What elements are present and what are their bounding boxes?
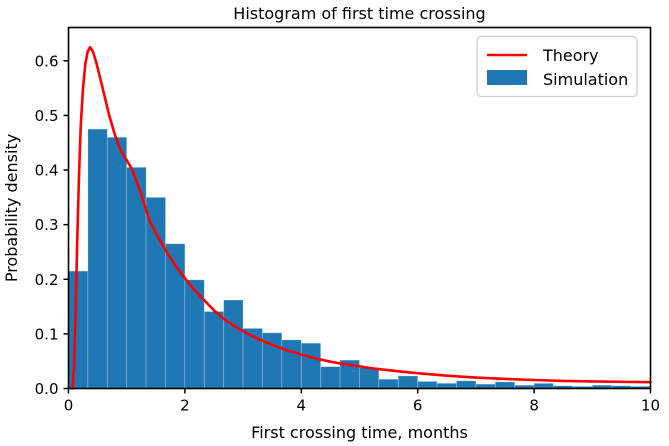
y-axis-label: Probability density <box>2 134 21 282</box>
histogram-bar <box>87 128 108 389</box>
y-tick-label: 0.6 <box>35 52 59 70</box>
y-tick-label: 0.1 <box>35 325 59 343</box>
histogram-bar <box>320 366 341 389</box>
legend: Theory Simulation <box>476 35 638 98</box>
x-tick-label: 8 <box>529 397 539 415</box>
y-tick-label: 0.2 <box>35 271 59 289</box>
y-axis-ticks: 0.0 0.1 0.2 0.3 0.4 0.5 0.6 <box>35 52 69 398</box>
x-tick-label: 10 <box>641 397 660 415</box>
histogram-bar <box>359 367 380 389</box>
x-axis-label: First crossing time, months <box>251 423 468 442</box>
histogram-bar <box>223 299 244 389</box>
y-tick-label: 0.4 <box>35 162 59 180</box>
x-tick-label: 4 <box>297 397 307 415</box>
legend-theory-label: Theory <box>542 46 599 65</box>
legend-simulation-label: Simulation <box>543 70 628 89</box>
histogram-bars <box>68 128 651 389</box>
y-tick-label: 0.5 <box>35 107 59 125</box>
y-tick-label: 0.3 <box>35 216 59 234</box>
x-tick-label: 2 <box>180 397 190 415</box>
x-axis-ticks: 0 2 4 6 8 10 <box>64 388 660 415</box>
x-tick-label: 0 <box>64 397 74 415</box>
chart-title: Histogram of first time crossing <box>233 4 485 23</box>
histogram-bar <box>68 270 89 389</box>
histogram-bar <box>300 342 322 389</box>
histogram-bar <box>281 339 302 389</box>
histogram-bar <box>378 378 399 389</box>
histogram-bar <box>203 311 225 389</box>
histogram-bar <box>106 136 128 389</box>
y-tick-label: 0.0 <box>35 380 59 398</box>
histogram-bar <box>145 196 166 389</box>
theory-curve-line <box>71 45 652 390</box>
histogram-bar <box>456 380 477 389</box>
histogram-bar <box>494 381 516 389</box>
histogram-bar <box>397 375 419 389</box>
x-tick-label: 6 <box>413 397 423 415</box>
histogram-bar <box>417 380 438 389</box>
axes-frame <box>67 26 652 390</box>
legend-simulation-patch-sample <box>487 70 527 85</box>
